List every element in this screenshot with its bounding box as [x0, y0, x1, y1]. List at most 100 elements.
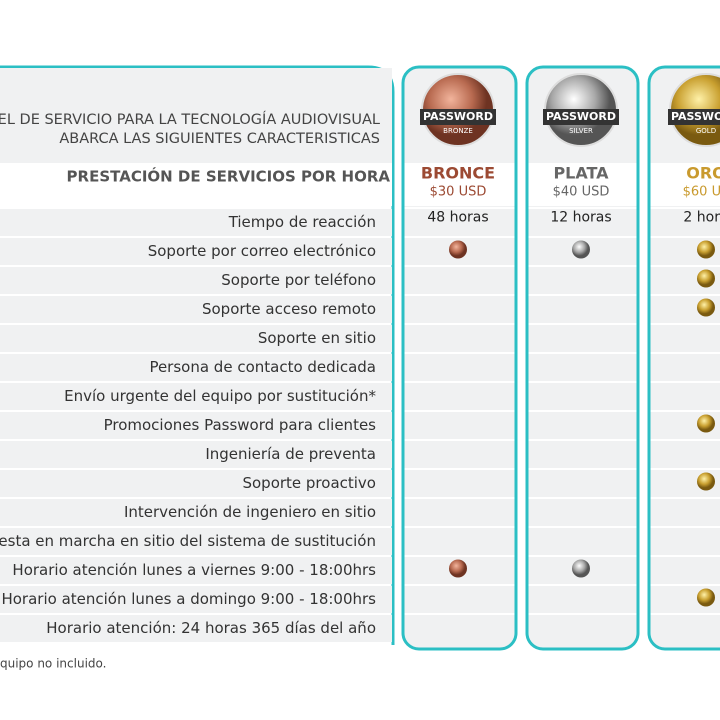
cell-sep — [404, 207, 515, 209]
cell-text: 12 horas — [550, 210, 611, 226]
cell-sep — [650, 207, 720, 209]
row-bg — [0, 383, 392, 410]
check-dot — [697, 472, 715, 491]
cell-sep — [650, 265, 720, 267]
badge-band — [543, 109, 619, 125]
row-bg — [0, 615, 392, 642]
row-bg — [0, 238, 392, 265]
cell-sep — [650, 439, 720, 441]
badge-level: SILVER — [569, 127, 593, 135]
feature-label: Soporte en sitio — [258, 329, 376, 347]
check-dot — [697, 414, 715, 433]
cell-sep — [404, 497, 515, 499]
cell-sep — [528, 207, 637, 209]
feature-label: Intervención de ingeniero en sitio — [124, 503, 376, 521]
badge-level: GOLD — [696, 127, 716, 135]
cell-sep — [528, 439, 637, 441]
row-bg — [0, 209, 392, 236]
feature-label: Envío urgente del equipo por sustitución… — [64, 387, 376, 405]
cell-sep — [528, 236, 637, 238]
feature-label: Soporte acceso remoto — [202, 300, 376, 318]
row-bg — [0, 354, 392, 381]
cell-sep — [404, 468, 515, 470]
plan-head-bg — [404, 163, 515, 206]
cell-sep — [528, 352, 637, 354]
row-bg — [0, 412, 392, 439]
feature-label: n y puesta en marcha en sitio del sistem… — [0, 532, 376, 550]
row-bg — [0, 586, 392, 613]
plan-name: PLATA — [553, 164, 609, 183]
plan-name: BRONCE — [421, 164, 495, 183]
row-bg — [0, 325, 392, 352]
cell-sep — [650, 323, 720, 325]
row-bg — [0, 528, 392, 555]
row-bg — [0, 499, 392, 526]
cell-sep — [528, 497, 637, 499]
row-bg — [0, 267, 392, 294]
cell-sep — [650, 526, 720, 528]
plan-head-bg — [650, 163, 720, 206]
cell-sep — [528, 526, 637, 528]
cell-sep — [650, 410, 720, 412]
feature-label: Horario atención: 24 horas 365 días del … — [46, 619, 376, 637]
feature-label: Persona de contacto dedicada — [149, 358, 376, 376]
header-bg — [0, 68, 392, 163]
footnote: quipo no incluido. — [0, 657, 106, 671]
check-dot — [697, 588, 715, 607]
plan-name: ORO — [686, 164, 720, 183]
cell-sep — [404, 323, 515, 325]
feature-label: Ingeniería de preventa — [205, 445, 376, 463]
feature-label: Soporte proactivo — [242, 474, 376, 492]
plan-price: $30 USD — [430, 185, 487, 200]
cell-sep — [528, 468, 637, 470]
cell-sep — [528, 555, 637, 557]
cell-sep — [404, 352, 515, 354]
badge-brand: PASSWORD — [546, 110, 616, 123]
cell-sep — [404, 555, 515, 557]
cell-sep — [650, 584, 720, 586]
plan-price: $40 USD — [553, 185, 610, 200]
subtitle-bg — [0, 163, 392, 206]
check-dot — [697, 240, 715, 259]
feature-label: Horario atención lunes a viernes 9:00 - … — [12, 561, 376, 579]
check-dot — [572, 559, 590, 578]
check-dot — [449, 559, 467, 578]
cell-sep — [650, 381, 720, 383]
header-title: ABARCA LAS SIGUIENTES CARACTERISTICAS — [59, 131, 380, 147]
cell-text: 48 horas — [427, 210, 488, 226]
subtitle: PRESTACIÓN DE SERVICIOS POR HORA — [67, 167, 391, 186]
plan-price: $60 US — [683, 185, 720, 200]
cell-sep — [650, 294, 720, 296]
cell-sep — [404, 613, 515, 615]
check-dot — [449, 240, 467, 259]
row-bg — [0, 441, 392, 468]
cell-sep — [528, 410, 637, 412]
cell-sep — [404, 381, 515, 383]
check-dot — [572, 240, 590, 259]
plan-panel — [401, 65, 518, 651]
cell-sep — [404, 265, 515, 267]
cell-sep — [650, 613, 720, 615]
cell-text: 2 hora — [683, 210, 720, 226]
row-bg — [0, 557, 392, 584]
feature-label: Tiempo de reacción — [228, 213, 376, 231]
feature-label: Horario atención lunes a domingo 9:00 - … — [1, 590, 376, 608]
check-dot — [697, 298, 715, 317]
cell-sep — [650, 352, 720, 354]
feature-label: Soporte por teléfono — [221, 271, 376, 289]
cell-sep — [528, 265, 637, 267]
badge-band — [668, 109, 720, 125]
row-bg — [0, 296, 392, 323]
cell-sep — [404, 439, 515, 441]
cell-sep — [404, 294, 515, 296]
cell-sep — [528, 323, 637, 325]
badge-band — [420, 109, 496, 125]
feature-label: Promociones Password para clientes — [104, 416, 377, 434]
header-title: VEL DE SERVICIO PARA LA TECNOLOGÍA AUDIO… — [0, 111, 380, 128]
cell-sep — [528, 613, 637, 615]
check-dot — [697, 269, 715, 288]
cell-sep — [650, 236, 720, 238]
badge-brand: PASSWORD — [423, 110, 493, 123]
